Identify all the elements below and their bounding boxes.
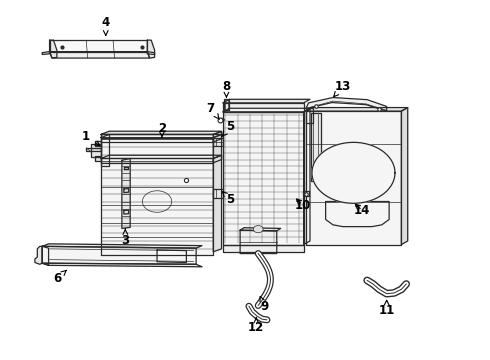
- Text: 10: 10: [294, 199, 311, 212]
- Polygon shape: [49, 40, 57, 58]
- Text: 4: 4: [101, 16, 110, 35]
- Text: 1: 1: [82, 130, 100, 145]
- Polygon shape: [157, 250, 186, 262]
- Polygon shape: [42, 246, 196, 264]
- Text: 2: 2: [158, 122, 166, 137]
- Polygon shape: [240, 228, 281, 231]
- Polygon shape: [303, 192, 309, 196]
- Polygon shape: [311, 113, 321, 181]
- Text: 13: 13: [334, 80, 351, 96]
- Circle shape: [253, 226, 263, 233]
- Polygon shape: [42, 263, 202, 267]
- Polygon shape: [223, 112, 304, 244]
- Polygon shape: [306, 108, 408, 111]
- Polygon shape: [401, 108, 408, 244]
- Text: 3: 3: [121, 229, 129, 247]
- Text: 5: 5: [222, 192, 235, 206]
- Polygon shape: [304, 108, 310, 244]
- Polygon shape: [213, 189, 223, 198]
- Polygon shape: [312, 142, 395, 203]
- Polygon shape: [101, 158, 213, 163]
- Polygon shape: [306, 108, 314, 123]
- Polygon shape: [213, 138, 223, 146]
- Text: 9: 9: [260, 297, 269, 313]
- Polygon shape: [49, 40, 147, 51]
- Polygon shape: [101, 138, 213, 142]
- Polygon shape: [124, 167, 128, 169]
- Polygon shape: [223, 99, 229, 110]
- Polygon shape: [124, 210, 129, 214]
- Polygon shape: [101, 134, 221, 138]
- Text: 5: 5: [221, 121, 235, 137]
- Polygon shape: [326, 202, 389, 226]
- Polygon shape: [213, 132, 221, 252]
- Polygon shape: [95, 140, 101, 145]
- Text: 8: 8: [222, 80, 231, 97]
- Polygon shape: [240, 230, 277, 253]
- Polygon shape: [95, 156, 101, 161]
- Polygon shape: [306, 98, 387, 111]
- Text: 14: 14: [354, 204, 370, 217]
- Polygon shape: [49, 51, 150, 58]
- Polygon shape: [42, 244, 202, 248]
- Polygon shape: [101, 134, 109, 166]
- Polygon shape: [306, 111, 401, 244]
- Polygon shape: [35, 246, 42, 264]
- Polygon shape: [86, 148, 101, 151]
- Polygon shape: [213, 155, 221, 163]
- Polygon shape: [42, 51, 49, 54]
- Polygon shape: [147, 51, 155, 54]
- Polygon shape: [223, 108, 310, 112]
- Polygon shape: [101, 134, 213, 255]
- Polygon shape: [223, 244, 304, 252]
- Polygon shape: [124, 189, 129, 193]
- Text: 12: 12: [248, 318, 265, 333]
- Polygon shape: [101, 155, 221, 158]
- Polygon shape: [147, 40, 155, 58]
- Text: 11: 11: [379, 300, 395, 318]
- Text: 7: 7: [207, 102, 220, 120]
- Polygon shape: [122, 158, 130, 228]
- Polygon shape: [213, 134, 221, 142]
- Polygon shape: [42, 246, 49, 265]
- Polygon shape: [101, 131, 221, 134]
- Polygon shape: [223, 103, 304, 112]
- Polygon shape: [223, 99, 310, 103]
- Text: 6: 6: [53, 270, 66, 285]
- Polygon shape: [91, 144, 101, 157]
